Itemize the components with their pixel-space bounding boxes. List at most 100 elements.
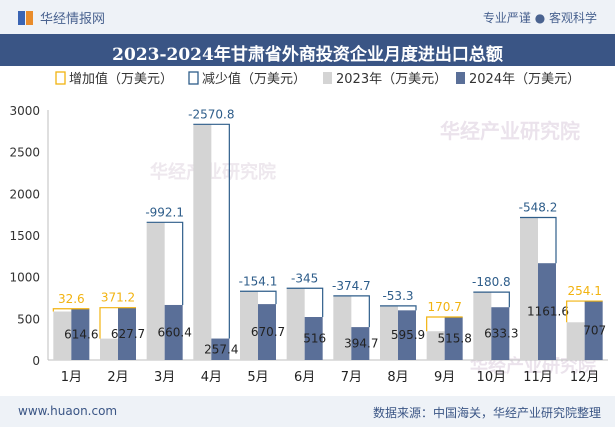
legend-label-2: 2023年（万美元）: [336, 72, 447, 87]
value-label-2024: 257.4: [204, 342, 238, 356]
bar-2023: [566, 322, 585, 360]
y-tick-label: 3000: [9, 104, 40, 118]
top-bar: [0, 0, 615, 34]
change-outline-increase: [99, 307, 136, 339]
bar-2024: [398, 310, 416, 360]
value-label-2024: 394.7: [344, 337, 378, 351]
legend-label-0: 增加值（万美元）: [69, 71, 173, 87]
bar-2023: [426, 331, 445, 360]
y-tick-label: 0: [32, 354, 40, 368]
change-outline-decrease: [240, 290, 277, 305]
change-outline-decrease: [473, 291, 510, 308]
y-tick-label: 1000: [9, 271, 40, 285]
x-tick-label: 10月: [477, 370, 507, 385]
watermark: 华经产业研究院: [440, 119, 580, 143]
value-label-2024: 516: [303, 332, 326, 346]
value-label-2024: 515.8: [437, 332, 471, 346]
x-tick-label: 9月: [434, 370, 455, 385]
bar-2023: [100, 338, 118, 360]
bar-2023: [193, 124, 212, 360]
change-label: 254.1: [567, 284, 601, 298]
x-tick-label: 2月: [107, 370, 128, 385]
x-tick-label: 7月: [341, 370, 362, 385]
bar-2023: [53, 311, 72, 360]
bar-2024: [304, 317, 323, 360]
value-label-2024: 595.9: [391, 328, 425, 342]
brand: 华经情报网: [18, 8, 105, 27]
change-outline-decrease: [146, 221, 184, 305]
y-tick-label: 2000: [9, 187, 40, 201]
change-label: -154.1: [239, 274, 278, 288]
change-label: -345: [291, 271, 318, 285]
legend-swatch-0: [55, 71, 66, 85]
x-tick-label: 12月: [570, 370, 600, 385]
change-label: -374.7: [332, 279, 371, 293]
bar-2024: [211, 338, 230, 360]
site-url[interactable]: www.huaon.com: [18, 404, 118, 418]
x-tick-label: 8月: [387, 370, 408, 385]
change-outline-decrease: [333, 295, 370, 328]
x-tick-label: 5月: [247, 370, 268, 385]
value-label-2024: 633.3: [484, 327, 518, 341]
data-source: 数据来源：中国海关，华经产业研究院整理: [372, 406, 601, 420]
title-bar: [0, 34, 615, 66]
bar-2024: [491, 307, 510, 360]
value-label-2024: 660.4: [157, 325, 191, 339]
value-label-2024: 670.7: [251, 325, 285, 339]
x-tick-label: 11月: [523, 370, 553, 385]
change-outline-decrease: [520, 216, 557, 264]
legend-swatch-2: [323, 72, 332, 84]
legend-swatch-3: [456, 72, 465, 84]
value-label-2024: 614.6: [64, 327, 98, 341]
bar-2024: [351, 327, 370, 360]
change-label: -2570.8: [188, 107, 234, 121]
bar-2024: [71, 308, 90, 360]
change-outline-decrease: [286, 287, 324, 317]
bar-2024: [258, 304, 276, 360]
tagline: 专业严谨 ● 客观科学: [482, 11, 597, 25]
x-tick-label: 4月: [201, 370, 222, 385]
bar-2023: [240, 291, 258, 360]
change-outline-increase: [566, 300, 603, 323]
x-tick-label: 6月: [294, 370, 315, 385]
change-label: -180.8: [472, 275, 511, 289]
change-label: 371.2: [101, 291, 135, 305]
bar-2024: [538, 263, 556, 360]
change-label: 170.7: [427, 300, 461, 314]
change-outline-decrease: [380, 305, 417, 311]
bar-2023: [333, 295, 352, 360]
value-label-2024: 1161.6: [527, 305, 569, 319]
bar-2023: [520, 217, 538, 360]
legend-swatch-1: [188, 71, 199, 85]
legend-label-1: 减少值（万美元）: [202, 71, 306, 87]
x-tick-label: 1月: [61, 370, 82, 385]
change-outline-increase: [52, 308, 90, 312]
huajing-logo-icon: [18, 10, 34, 26]
bar-2024: [584, 301, 603, 360]
legend-label-3: 2024年（万美元）: [469, 72, 580, 87]
change-outline-increase: [426, 316, 463, 332]
change-outline-decrease: [193, 123, 230, 339]
y-tick-label: 500: [17, 312, 40, 326]
watermark: 华经产业研究院: [150, 161, 276, 183]
footer-bar: [0, 396, 615, 427]
change-label: -548.2: [519, 201, 558, 215]
bar-2024: [444, 317, 463, 360]
y-tick-label: 1500: [9, 229, 40, 243]
bar-2024: [164, 304, 183, 360]
value-label-2024: 627.7: [111, 327, 145, 341]
bar-2023: [146, 222, 165, 360]
y-tick-label: 2500: [9, 146, 40, 160]
chart-area: 华经产业研究院华经产业研究院华经产业研究院0500100015002000250…: [9, 71, 608, 385]
bar-2023: [286, 288, 305, 360]
bar-2024: [118, 307, 136, 360]
chart-title: 2023-2024年甘肃省外商投资企业月度进出口总额: [112, 45, 503, 65]
bar-2023: [380, 305, 398, 360]
change-label: 32.6: [58, 292, 85, 306]
change-label: -53.3: [382, 289, 413, 303]
change-label: -992.1: [145, 205, 184, 219]
value-label-2024: 707: [583, 324, 606, 338]
x-tick-label: 3月: [154, 370, 175, 385]
brand-name: 华经情报网: [40, 12, 106, 27]
bar-2023: [473, 292, 492, 360]
